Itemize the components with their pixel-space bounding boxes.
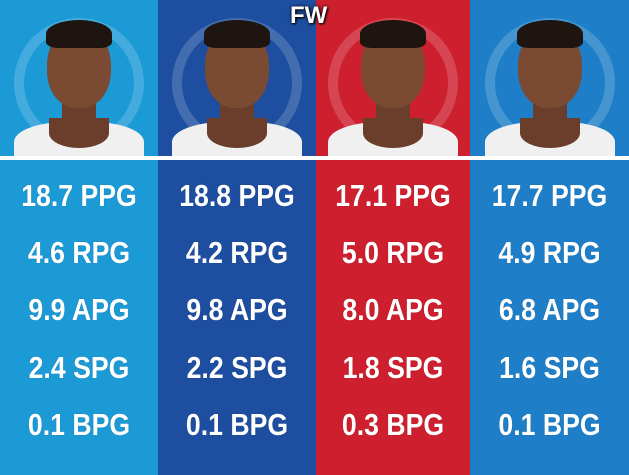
stat-line: 18.7 PPG (21, 178, 137, 213)
stat-line: 0.1 BPG (498, 407, 601, 442)
stat-line: 9.8 APG (186, 292, 288, 327)
stat-line: 2.4 SPG (28, 350, 130, 385)
stats-panel: 17.1 PPG 5.0 RPG 8.0 APG 1.8 SPG 0.3 BPG (316, 160, 470, 475)
divider (0, 156, 158, 160)
column-clippers: 18.8 PPG 4.2 RPG 9.8 APG 2.2 SPG 0.1 BPG (158, 0, 316, 475)
player-photo (316, 0, 470, 156)
divider (470, 156, 629, 160)
stat-line: 17.1 PPG (335, 178, 451, 213)
stat-line: 1.8 SPG (342, 350, 444, 385)
stat-line: 0.1 BPG (185, 407, 289, 442)
stats-panel: 18.7 PPG 4.6 RPG 9.9 APG 2.4 SPG 0.1 BPG (0, 160, 158, 475)
stat-line: 8.0 APG (342, 292, 444, 327)
stats-panel: 18.8 PPG 4.2 RPG 9.8 APG 2.2 SPG 0.1 BPG (158, 160, 316, 475)
stat-line: 1.6 SPG (499, 350, 600, 385)
player-photo (0, 0, 158, 156)
column-hornets: 18.7 PPG 4.6 RPG 9.9 APG 2.4 SPG 0.1 BPG (0, 0, 158, 475)
player-photo (470, 0, 629, 156)
stat-line: 2.2 SPG (186, 350, 288, 385)
stat-line: 4.6 RPG (27, 235, 131, 270)
stat-line: 4.2 RPG (185, 235, 289, 270)
divider (316, 156, 470, 160)
stat-line: 5.0 RPG (341, 235, 445, 270)
stat-line: 6.8 APG (498, 292, 601, 327)
stat-line: 9.9 APG (28, 292, 130, 327)
column-rockets: 17.1 PPG 5.0 RPG 8.0 APG 1.8 SPG 0.3 BPG (316, 0, 470, 475)
stat-line: 0.3 BPG (341, 407, 445, 442)
stat-line: 4.9 RPG (498, 235, 601, 270)
stat-line: 18.8 PPG (179, 178, 295, 213)
stat-line: 17.7 PPG (491, 178, 608, 213)
stats-panel: 17.7 PPG 4.9 RPG 6.8 APG 1.6 SPG 0.1 BPG (470, 160, 629, 475)
watermark-logo: FW (290, 2, 328, 29)
column-thunder: 17.7 PPG 4.9 RPG 6.8 APG 1.6 SPG 0.1 BPG (470, 0, 629, 475)
divider (158, 156, 316, 160)
stat-line: 0.1 BPG (27, 407, 131, 442)
player-photo (158, 0, 316, 156)
